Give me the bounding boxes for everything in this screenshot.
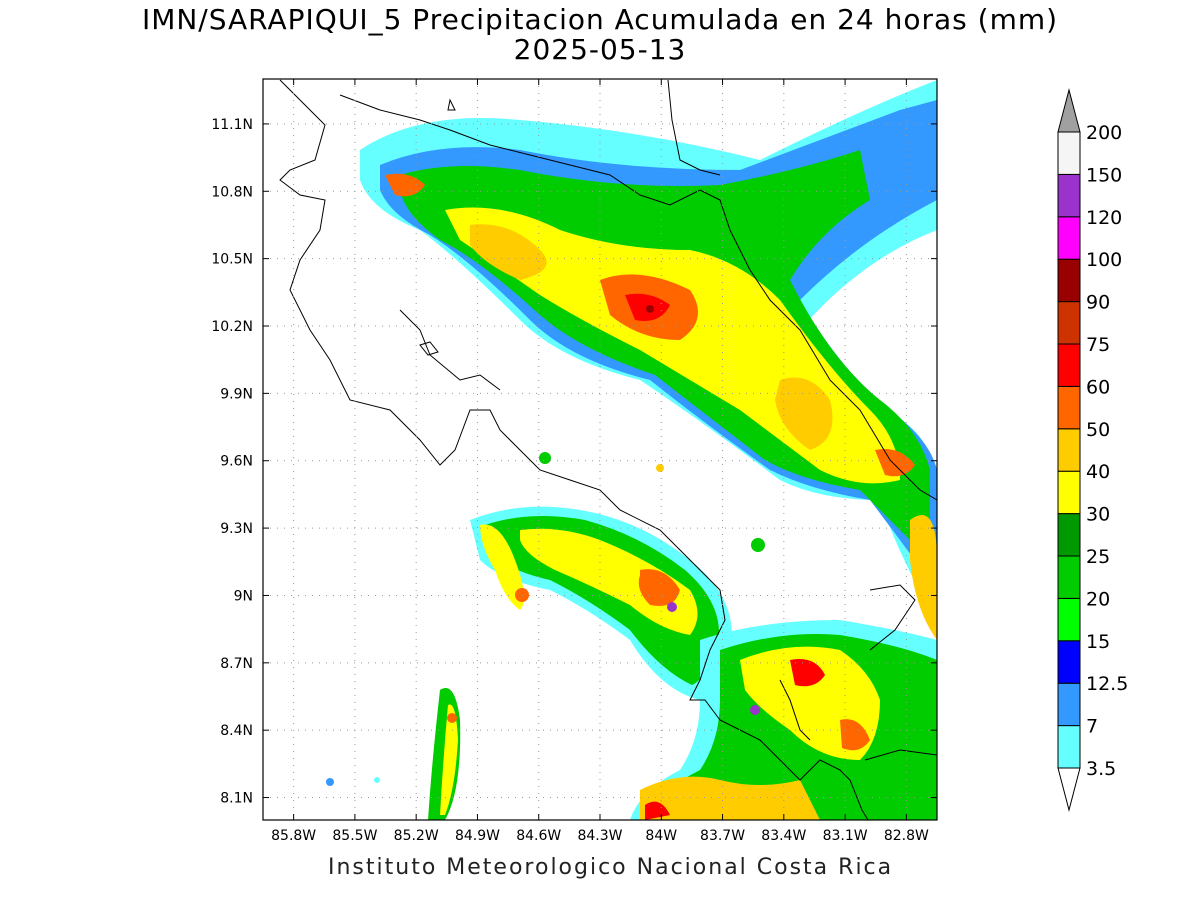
coastline <box>279 79 937 820</box>
colorbar-level-label: 15 <box>1086 631 1110 653</box>
lat-tick-label: 9.3N <box>220 521 253 537</box>
colorbar-level-label: 7 <box>1086 716 1098 738</box>
map-date: 2025-05-13 <box>513 33 687 66</box>
colorbar-swatch <box>1057 597 1081 642</box>
precipitation-field <box>326 80 937 820</box>
colorbar-level-label: 12.5 <box>1086 673 1128 695</box>
lon-tick-label: 85.5W <box>332 828 377 844</box>
lon-tick-label: 85.2W <box>394 828 439 844</box>
colorbar-swatch <box>1057 258 1081 303</box>
lon-tick-label: 84W <box>645 828 677 844</box>
colorbar-swatch <box>1057 428 1081 472</box>
colorbar-swatch <box>1057 682 1081 727</box>
colorbar-swatch <box>1057 555 1081 599</box>
colorbar-under-triangle <box>1057 767 1081 812</box>
lat-tick-label: 8.1N <box>220 791 253 807</box>
axis-ticks: 85.8W 85.5W 85.2W 84.9W 84.6W 84.3W 84W 83.7W 83… <box>211 79 937 844</box>
colorbar-swatch <box>1057 216 1081 260</box>
colorbar-swatch <box>1057 131 1081 175</box>
colorbar-swatch <box>1057 301 1081 345</box>
colorbar-level-label: 150 <box>1086 164 1122 186</box>
colorbar-level-label: 120 <box>1086 207 1122 229</box>
colorbar-level-label: 90 <box>1086 292 1110 314</box>
lon-tick-label: 82.8W <box>884 828 929 844</box>
lat-tick-label: 10.5N <box>211 252 253 268</box>
colorbar-swatch <box>1057 640 1081 684</box>
colorbar-swatch <box>1057 513 1081 557</box>
colorbar-level-label: 30 <box>1086 504 1110 526</box>
gridlines <box>263 79 937 820</box>
colorbar-swatch <box>1057 470 1081 515</box>
lat-tick-label: 8.4N <box>220 723 253 739</box>
lat-tick-label: 9.6N <box>220 454 253 470</box>
lat-tick-label: 10.2N <box>211 319 253 335</box>
colorbar-swatch <box>1057 343 1081 387</box>
lon-tick-label: 83.4W <box>761 828 806 844</box>
lon-tick-label: 85.8W <box>271 828 316 844</box>
lat-tick-label: 8.7N <box>220 656 253 672</box>
lat-tick-label: 9.9N <box>220 386 253 402</box>
lat-tick-label: 10.8N <box>211 184 253 200</box>
colorbar-level-label: 60 <box>1086 376 1110 398</box>
lon-tick-label: 83.7W <box>700 828 745 844</box>
lon-tick-label: 84.3W <box>577 828 622 844</box>
lon-tick-label: 84.9W <box>455 828 500 844</box>
colorbar-level-label: 75 <box>1086 334 1110 356</box>
colorbar-swatch <box>1057 385 1081 430</box>
colorbar-level-label: 20 <box>1086 588 1110 610</box>
colorbar-swatch <box>1057 725 1081 769</box>
colorbar-over-triangle <box>1057 88 1081 133</box>
colorbar-level-label: 3.5 <box>1086 758 1116 780</box>
lon-tick-label: 84.6W <box>516 828 561 844</box>
colorbar-level-label: 200 <box>1086 122 1122 144</box>
map-title: IMN/SARAPIQUI_5 Precipitacion Acumulada … <box>141 3 1059 36</box>
colorbar-level-label: 25 <box>1086 546 1110 568</box>
colorbar-level-label: 100 <box>1086 249 1122 271</box>
lat-tick-label: 9N <box>234 588 253 604</box>
lon-tick-label: 83.1W <box>823 828 868 844</box>
footer-credit: Instituto Meteorologico Nacional Costa R… <box>328 855 894 880</box>
colorbar: 3.5 7 12.5 15 20 25 30 40 50 60 75 90 100 120 150 200 <box>1057 88 1128 812</box>
lat-tick-label: 11.1N <box>211 117 253 133</box>
colorbar-level-label: 40 <box>1086 461 1110 483</box>
colorbar-swatch <box>1057 173 1081 218</box>
colorbar-level-label: 50 <box>1086 419 1110 441</box>
